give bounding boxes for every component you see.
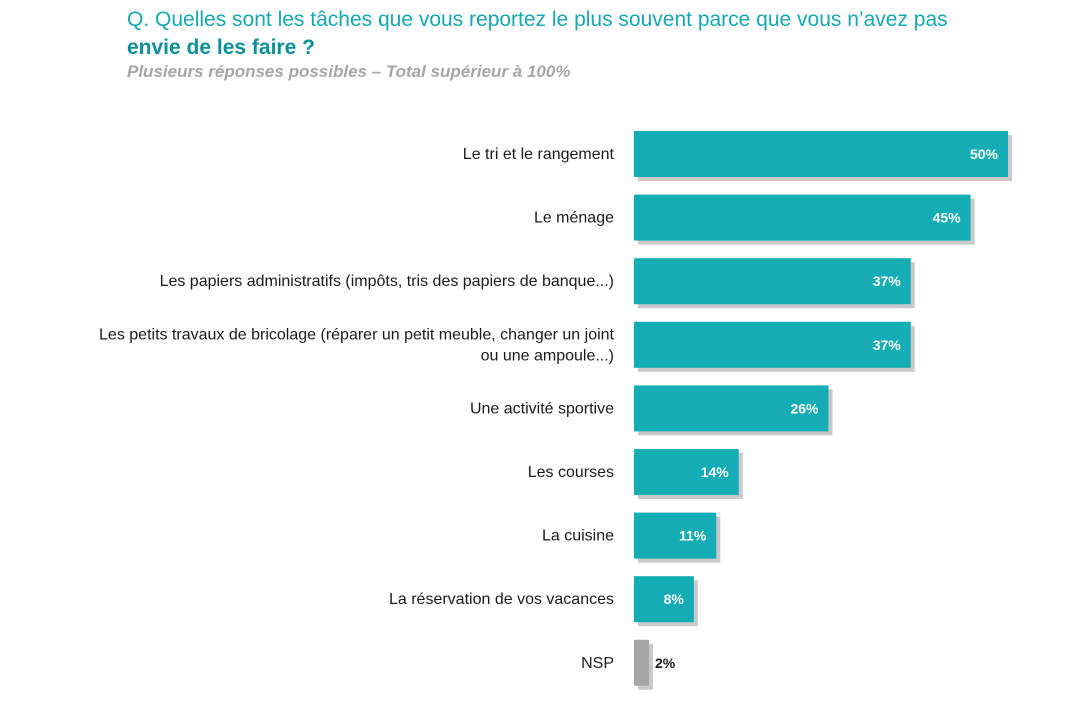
category-label: Le tri et le rangement: [463, 146, 615, 163]
chart-subtitle: Plusieurs réponses possibles – Total sup…: [127, 62, 571, 81]
bar: [634, 321, 911, 368]
bar: [634, 194, 971, 241]
bar: [634, 512, 717, 559]
data-label: 37%: [873, 337, 902, 353]
category-label: La cuisine: [542, 528, 614, 545]
category-label: Le ménage: [534, 210, 614, 227]
category-label: Une activité sportive: [470, 400, 614, 417]
data-label: 2%: [655, 655, 676, 671]
question-text-emphasis: envie de les faire ?: [127, 36, 315, 59]
category-label: NSP: [581, 655, 614, 672]
bar: [634, 258, 911, 305]
bar: [634, 639, 649, 686]
question-text: Q. Quelles sont les tâches que vous repo…: [127, 8, 948, 31]
category-label: Les courses: [528, 464, 614, 481]
chart-title: Q. Quelles sont les tâches que vous repo…: [127, 6, 1067, 62]
category-label: La réservation de vos vacances: [389, 591, 614, 608]
data-label: 45%: [933, 210, 962, 226]
bar: [634, 385, 829, 432]
bar: [634, 131, 1008, 177]
bar: [634, 576, 694, 623]
data-label: 50%: [970, 146, 999, 162]
category-label: Les papiers administratifs (impôts, tris…: [160, 273, 614, 290]
data-label: 26%: [790, 400, 819, 416]
bar: [634, 449, 739, 495]
data-label: 14%: [701, 464, 730, 480]
category-label: Les petits travaux de bricolage (réparer…: [99, 326, 615, 343]
category-label: ou une ampoule...): [481, 347, 614, 364]
data-label: 8%: [664, 591, 685, 607]
data-label: 11%: [679, 528, 707, 544]
data-label: 37%: [873, 273, 902, 289]
